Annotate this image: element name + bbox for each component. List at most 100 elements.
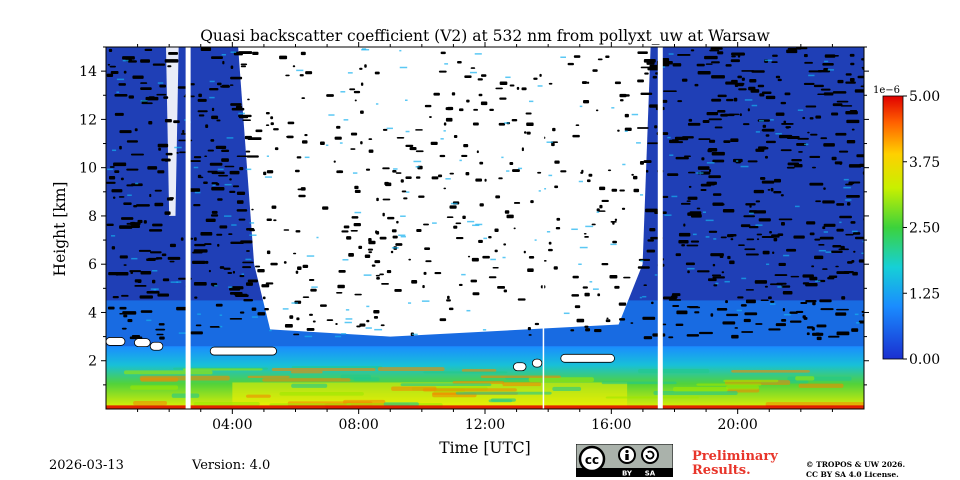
noise-speckle [667, 173, 679, 177]
noise-speckle [710, 253, 724, 257]
noise-speckle [740, 304, 747, 307]
noise-speckle [846, 119, 860, 124]
noise-speckle [668, 299, 682, 301]
signal-speckle [839, 221, 842, 224]
noise-speckle [271, 205, 277, 209]
signal-speckle [209, 96, 215, 99]
noise-speckle [210, 139, 215, 142]
noise-speckle [571, 294, 580, 297]
cc-license-badge[interactable]: cc BY SA [576, 444, 673, 477]
noise-speckle [204, 243, 212, 246]
noise-speckle [741, 70, 755, 72]
noise-speckle [263, 171, 267, 176]
noise-speckle [403, 197, 408, 200]
noise-speckle [749, 204, 752, 208]
noise-speckle [386, 269, 392, 274]
noise-speckle [433, 92, 440, 96]
noise-speckle [159, 336, 165, 340]
noise-speckle [299, 74, 304, 77]
signal-speckle [538, 190, 541, 192]
noise-speckle [207, 149, 214, 152]
signal-speckle [505, 76, 511, 79]
noise-speckle [786, 248, 797, 252]
aerosol-streak [383, 402, 419, 407]
noise-speckle [809, 155, 821, 158]
signal-speckle [824, 60, 829, 63]
noise-speckle [152, 223, 163, 227]
noise-speckle [605, 55, 610, 59]
noise-speckle [123, 202, 132, 205]
noise-speckle [458, 283, 463, 287]
noise-speckle [478, 239, 483, 243]
signal-speckle [546, 231, 551, 233]
noise-speckle [266, 170, 274, 174]
noise-speckle [723, 140, 731, 143]
noise-speckle [376, 276, 380, 280]
noise-speckle [176, 151, 179, 154]
noise-speckle [209, 162, 223, 166]
noise-speckle [149, 229, 163, 232]
noise-speckle [438, 70, 447, 73]
noise-speckle [167, 65, 172, 68]
aerosol-streak [291, 366, 383, 369]
signal-speckle [413, 160, 422, 163]
noise-speckle [350, 148, 356, 150]
noise-speckle [592, 69, 598, 72]
signal-speckle [692, 233, 697, 236]
noise-speckle [294, 169, 300, 173]
signal-speckle [804, 143, 809, 146]
signal-speckle [579, 246, 588, 249]
noise-speckle [390, 250, 394, 254]
noise-speckle [836, 271, 850, 275]
noise-speckle [239, 275, 245, 278]
signal-speckle [546, 141, 553, 143]
copyright-line-1: © TROPOS & UW 2026. [806, 460, 906, 469]
noise-speckle [816, 324, 827, 328]
noise-speckle [229, 170, 240, 175]
noise-speckle [780, 194, 784, 197]
noise-speckle [831, 156, 837, 161]
noise-speckle [245, 150, 251, 153]
signal-speckle [194, 191, 201, 194]
signal-speckle [482, 329, 487, 331]
noise-speckle [229, 190, 236, 194]
noise-speckle [697, 166, 710, 170]
y-axis: 2 4 6 8 10 12 14 [79, 46, 869, 386]
noise-speckle [134, 284, 147, 287]
noise-speckle [302, 296, 310, 298]
noise-speckle [560, 170, 567, 173]
noise-speckle [423, 223, 430, 226]
signal-speckle [363, 274, 372, 276]
signal-speckle [854, 313, 859, 316]
noise-speckle [367, 248, 374, 251]
signal-speckle [304, 335, 313, 338]
noise-speckle [395, 172, 402, 174]
noise-speckle [457, 61, 462, 64]
noise-speckle [423, 271, 427, 275]
signal-speckle [534, 239, 537, 241]
noise-speckle [257, 312, 266, 316]
noise-speckle [114, 112, 124, 116]
noise-speckle [746, 238, 755, 241]
noise-speckle [734, 327, 739, 329]
noise-speckle [211, 182, 218, 185]
noise-speckle [224, 165, 235, 168]
noise-speckle [494, 228, 499, 233]
noise-speckle [236, 191, 246, 195]
signal-speckle [843, 178, 849, 181]
aerosol-streak [130, 385, 179, 390]
noise-speckle [415, 129, 423, 131]
noise-speckle [818, 244, 825, 246]
noise-speckle [284, 324, 293, 328]
noise-speckle [858, 259, 864, 263]
cloud-1 [134, 338, 151, 348]
noise-speckle [720, 236, 727, 239]
noise-speckle [373, 316, 379, 319]
noise-speckle [499, 81, 508, 86]
noise-speckle [517, 298, 526, 301]
noise-speckle [717, 94, 727, 98]
noise-speckle [637, 79, 644, 83]
signal-speckle [432, 222, 437, 224]
noise-speckle [320, 304, 327, 307]
noise-speckle [848, 182, 855, 185]
